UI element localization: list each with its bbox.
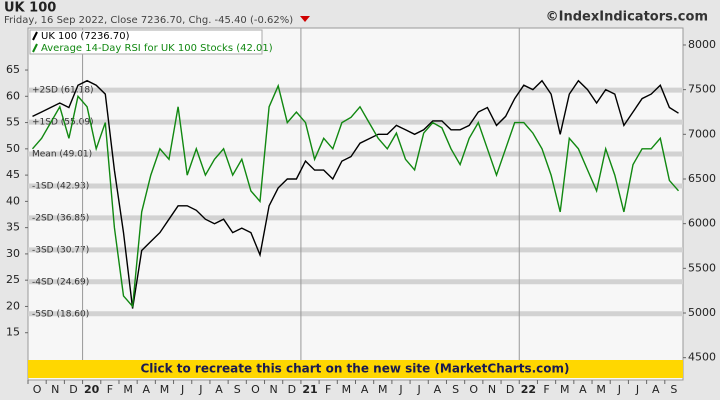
x-tick-label: F [325, 383, 331, 396]
x-tick-label: O [33, 383, 42, 396]
y2-tick-label: 8000 [688, 38, 716, 51]
sd-band-label: +2SD (61.18) [32, 86, 94, 96]
x-tick-label: 22 [521, 383, 536, 396]
banner[interactable] [28, 360, 683, 378]
x-tick-label: M [123, 383, 133, 396]
series-line [32, 79, 679, 309]
y2-tick-label: 5500 [688, 261, 716, 274]
x-tick-label: N [488, 383, 496, 396]
sd-band-label: -2SD (36.85) [32, 213, 89, 223]
legend [29, 29, 263, 55]
x-tick-label: D [69, 383, 77, 396]
x-tick-label: O [251, 383, 260, 396]
x-tick-label: S [234, 383, 241, 396]
y2-tick-label: 6500 [688, 172, 716, 185]
legend-swatch [32, 31, 38, 41]
down-arrow [300, 16, 310, 22]
y-tick-label: 50 [6, 142, 20, 155]
x-tick-label: 21 [302, 383, 317, 396]
x-tick-label: J [180, 383, 184, 396]
chart-title: UK 100 [4, 1, 56, 16]
x-tick-label: O [469, 383, 478, 396]
x-tick-label: A [434, 383, 442, 396]
x-tick-label: A [215, 383, 223, 396]
y2-tick-label: 7000 [688, 127, 716, 140]
x-tick-label: N [51, 383, 59, 396]
y-tick-label: 55 [6, 116, 20, 129]
x-tick-label: M [378, 383, 388, 396]
y2-tick-label: 4500 [688, 351, 716, 364]
y-tick-label: 30 [6, 247, 20, 260]
watermark: ©IndexIndicators.com [546, 10, 708, 25]
legend-label: UK 100 (7236.70) [41, 31, 130, 42]
x-tick-label: M [342, 383, 352, 396]
x-tick-label: F [107, 383, 113, 396]
y-tick-label: 25 [6, 273, 20, 286]
x-tick-label: M [560, 383, 570, 396]
chart-subtitle: Friday, 16 Sep 2022, Close 7236.70, Chg.… [4, 15, 293, 26]
series-line [31, 83, 680, 309]
y-tick-label: 40 [6, 194, 20, 207]
x-tick-label: J [417, 383, 421, 396]
y-tick-label: 20 [6, 299, 20, 312]
x-tick-label: A [142, 383, 150, 396]
x-tick-label: J [198, 383, 202, 396]
y-tick-label: 45 [6, 168, 20, 181]
x-tick-label: D [506, 383, 514, 396]
sd-band-label: -4SD (24.69) [32, 277, 89, 287]
y-tick-label: 35 [6, 221, 20, 234]
grid: +2SD (61.18) +1SD (55.09) Mean (49.01) -1SD… [28, 28, 683, 360]
x-tick-label: A [652, 383, 660, 396]
legend-swatch [32, 43, 38, 53]
legend-label: Average 14-Day RSI for UK 100 Stocks (42… [41, 43, 273, 54]
y2-tick-label: 7500 [688, 83, 716, 96]
y-tick-label: 60 [6, 89, 20, 102]
sd-band-label: -1SD (42.93) [32, 181, 89, 191]
sd-band-label: +1SD (55.09) [32, 118, 94, 128]
y2-tick-label: 6000 [688, 217, 716, 230]
x-tick-label: N [270, 383, 278, 396]
sd-band-label: -3SD (30.77) [32, 245, 89, 255]
x-tick-label: J [398, 383, 402, 396]
x-tick-label: D [288, 383, 296, 396]
x-tick-label: F [543, 383, 549, 396]
y-tick-label: 65 [6, 63, 20, 76]
x-tick-label: A [579, 383, 587, 396]
sd-band-label: -5SD (18.60) [32, 309, 89, 319]
x-tick-label: M [160, 383, 170, 396]
banner-text[interactable]: Click to recreate this chart on the new … [140, 362, 569, 376]
x-tick-label: J [617, 383, 621, 396]
x-tick-label: M [596, 383, 606, 396]
x-tick-label: J [635, 383, 639, 396]
x-tick-label: S [452, 383, 459, 396]
y2-tick-label: 5000 [688, 306, 716, 319]
plot-area [27, 27, 684, 381]
sd-band-label: Mean (49.01) [32, 150, 92, 160]
x-tick-label: A [361, 383, 369, 396]
x-tick-label: S [670, 383, 677, 396]
marks [31, 79, 680, 309]
y-tick-label: 15 [6, 326, 20, 339]
x-tick-label: 20 [84, 383, 100, 396]
